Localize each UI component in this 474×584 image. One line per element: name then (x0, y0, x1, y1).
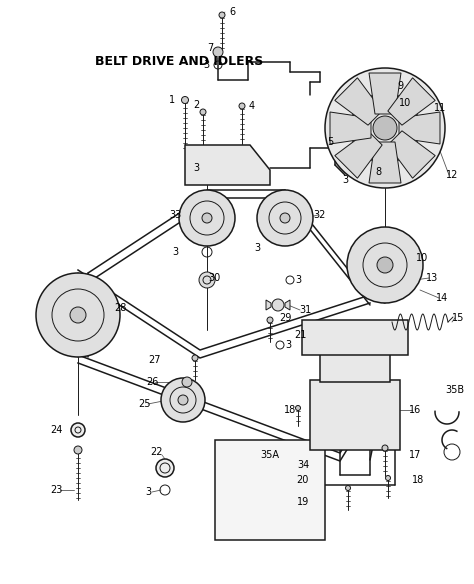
Circle shape (36, 273, 120, 357)
Circle shape (280, 213, 290, 223)
Bar (215, 440, 325, 540)
Text: 3: 3 (203, 60, 209, 70)
Text: 30: 30 (208, 273, 220, 283)
Text: 15: 15 (452, 313, 464, 323)
Circle shape (156, 459, 174, 477)
Circle shape (192, 355, 198, 361)
Circle shape (380, 85, 390, 95)
Polygon shape (369, 73, 401, 114)
Circle shape (346, 485, 350, 491)
Circle shape (272, 299, 284, 311)
Circle shape (219, 12, 225, 18)
Circle shape (202, 213, 212, 223)
Text: 32: 32 (314, 210, 326, 220)
Text: 8: 8 (375, 167, 381, 177)
Text: 3: 3 (254, 243, 260, 253)
Bar (302, 320, 408, 355)
Text: 3: 3 (172, 247, 178, 257)
Polygon shape (388, 78, 435, 125)
Polygon shape (388, 131, 435, 178)
Bar (320, 352, 390, 382)
Text: 7: 7 (207, 43, 213, 53)
Text: 34: 34 (297, 460, 309, 470)
Circle shape (182, 377, 192, 387)
Text: 33: 33 (169, 210, 181, 220)
Circle shape (74, 446, 82, 454)
Circle shape (200, 109, 206, 115)
Text: 6: 6 (229, 7, 235, 17)
Polygon shape (185, 145, 270, 185)
Text: 18: 18 (284, 405, 296, 415)
Polygon shape (335, 78, 382, 125)
Text: 17: 17 (409, 450, 421, 460)
Text: BELT DRIVE AND IDLERS: BELT DRIVE AND IDLERS (95, 55, 263, 68)
Text: 29: 29 (279, 313, 291, 323)
Text: 1: 1 (169, 95, 175, 105)
Circle shape (385, 475, 391, 481)
Text: 3: 3 (193, 163, 199, 173)
Polygon shape (285, 300, 290, 310)
Circle shape (70, 307, 86, 323)
Polygon shape (330, 112, 371, 144)
Circle shape (178, 395, 188, 405)
Text: 3: 3 (295, 275, 301, 285)
Circle shape (373, 116, 397, 140)
Text: 3: 3 (145, 487, 151, 497)
Circle shape (161, 378, 205, 422)
Text: 10: 10 (399, 98, 411, 108)
Circle shape (325, 68, 445, 188)
Text: 3: 3 (342, 175, 348, 185)
Text: 11: 11 (434, 103, 446, 113)
Text: 10: 10 (416, 253, 428, 263)
Text: 22: 22 (151, 447, 163, 457)
Text: 28: 28 (114, 303, 126, 313)
Polygon shape (369, 142, 401, 183)
Circle shape (267, 317, 273, 323)
Circle shape (71, 423, 85, 437)
Text: 20: 20 (296, 475, 308, 485)
Text: 16: 16 (409, 405, 421, 415)
Circle shape (347, 163, 357, 173)
Text: 31: 31 (299, 305, 311, 315)
Circle shape (295, 405, 301, 411)
Circle shape (347, 227, 423, 303)
Circle shape (182, 96, 189, 103)
Polygon shape (335, 131, 382, 178)
Text: 27: 27 (149, 355, 161, 365)
Circle shape (377, 257, 393, 273)
Text: 35B: 35B (446, 385, 465, 395)
Text: 5: 5 (327, 137, 333, 147)
Text: 13: 13 (426, 273, 438, 283)
Circle shape (257, 190, 313, 246)
Text: 21: 21 (294, 330, 306, 340)
Text: 18: 18 (412, 475, 424, 485)
Text: 23: 23 (50, 485, 62, 495)
Circle shape (213, 47, 223, 57)
Text: 25: 25 (139, 399, 151, 409)
Polygon shape (399, 112, 440, 144)
Circle shape (179, 190, 235, 246)
Text: 19: 19 (297, 497, 309, 507)
Text: 26: 26 (146, 377, 158, 387)
Circle shape (239, 103, 245, 109)
Circle shape (382, 445, 388, 451)
Text: 24: 24 (50, 425, 62, 435)
Text: 12: 12 (446, 170, 458, 180)
Circle shape (375, 96, 395, 116)
Text: 9: 9 (397, 81, 403, 91)
Circle shape (199, 272, 215, 288)
Bar (310, 380, 400, 450)
Text: 35A: 35A (261, 450, 280, 460)
Text: 3: 3 (285, 340, 291, 350)
Text: 2: 2 (193, 100, 199, 110)
Polygon shape (266, 300, 271, 310)
Text: 4: 4 (249, 101, 255, 111)
Text: 14: 14 (436, 293, 448, 303)
